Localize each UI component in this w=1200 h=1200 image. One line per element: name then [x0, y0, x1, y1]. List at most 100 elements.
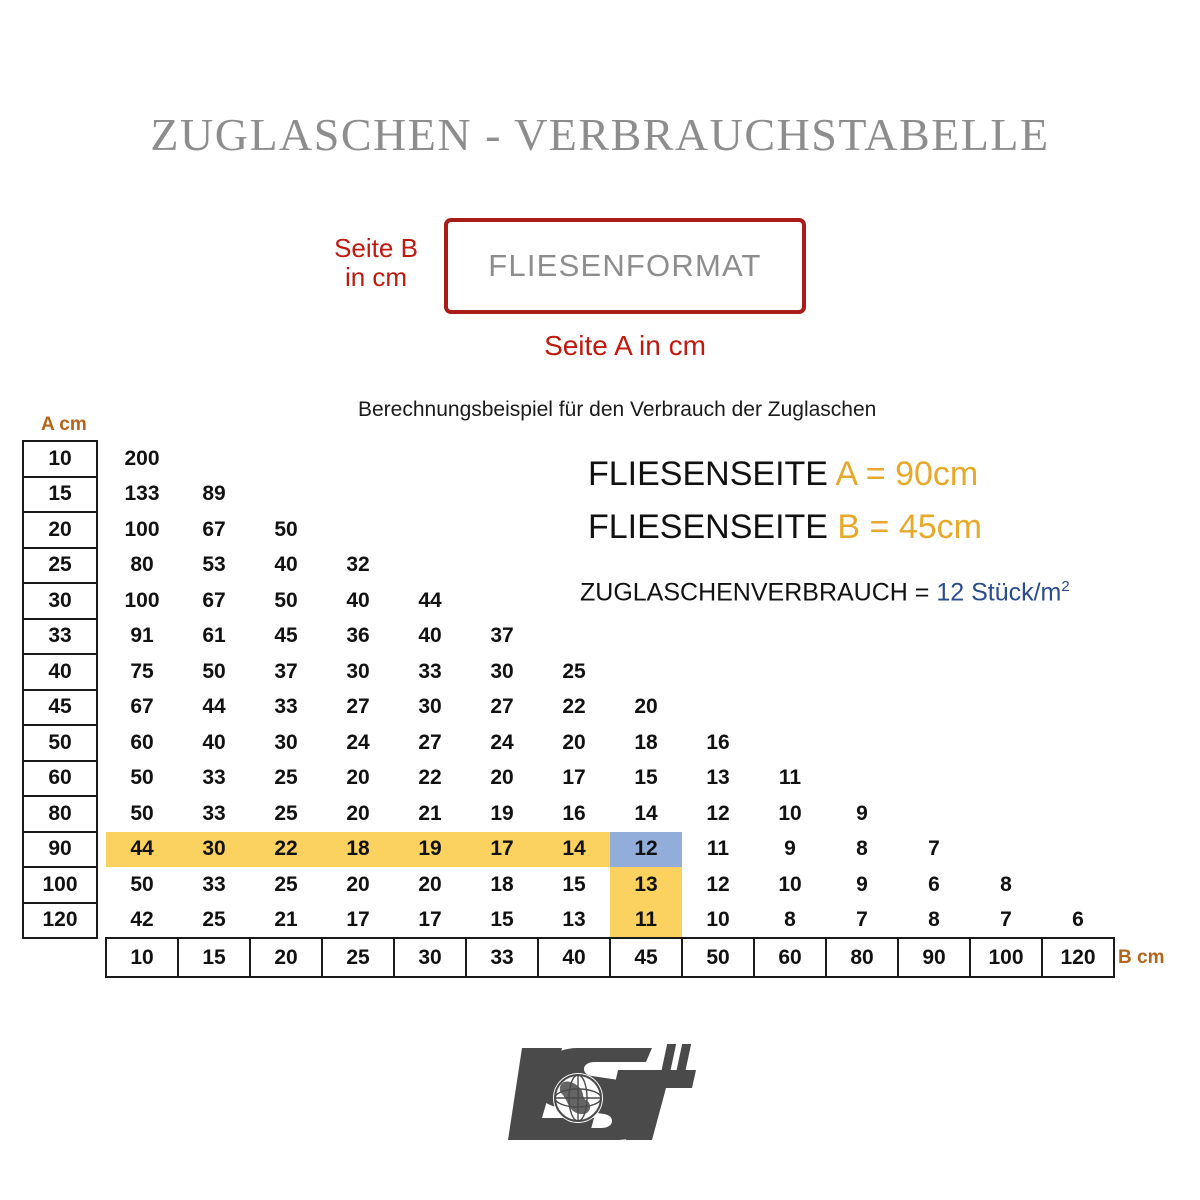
- table-cell: 30: [418, 695, 442, 719]
- table-cell: [610, 441, 682, 477]
- table-cell: 30: [274, 730, 298, 754]
- table-cell: 75: [130, 659, 154, 683]
- table-cell: [970, 441, 1042, 477]
- table-cell: [1042, 477, 1114, 513]
- table-cell: 8: [1000, 872, 1012, 896]
- table-row: 45 67 44 33 27 30 27 22 20: [22, 688, 1114, 726]
- table-cell: [754, 690, 826, 726]
- table-cell: 13: [562, 907, 586, 931]
- row-header-cell: 60: [22, 759, 98, 797]
- column-header-cell: 25: [321, 937, 395, 978]
- table-cell: [898, 477, 970, 513]
- table-row: 15 133 89: [22, 475, 1114, 513]
- table-cell: [394, 441, 466, 477]
- table-cell: 32: [346, 553, 370, 577]
- table-cell: 37: [274, 659, 298, 683]
- row-header-cell: 25: [22, 546, 98, 584]
- table-row: 60 50 33 25 20 22 20 17 15 13 11: [22, 759, 1114, 797]
- table-row: 40 75 50 37 30 33 30 25: [22, 653, 1114, 691]
- table-cell: 27: [346, 695, 370, 719]
- table-cell: [466, 441, 538, 477]
- table-cell: 15: [490, 907, 514, 931]
- table-cell: 42: [130, 907, 154, 931]
- row-header-cell: 20: [22, 511, 98, 549]
- row-gap: [97, 903, 106, 939]
- table-cell: 67: [202, 517, 226, 541]
- table-cell: 200: [124, 446, 160, 470]
- table-row: 90 44 30 22 18 19 17 14 12 11 9 8 7: [22, 830, 1114, 868]
- column-header-cell: 15: [177, 937, 251, 978]
- table-cell: [970, 690, 1042, 726]
- table-cell: 30: [346, 659, 370, 683]
- table-cell: 11: [610, 902, 682, 938]
- row-gap: [97, 832, 106, 868]
- table-cell: [322, 512, 394, 548]
- table-cell: 27: [418, 730, 442, 754]
- table-cell: [826, 690, 898, 726]
- table-cell: 80: [130, 553, 154, 577]
- row-gap: [97, 690, 106, 726]
- column-header-cell: 45: [609, 937, 683, 978]
- example-side-a: FLIESENSEITE A = 90cm: [588, 455, 978, 494]
- row-header-cell: 45: [22, 688, 98, 726]
- table-cell: 50: [130, 872, 154, 896]
- table-cell: 50: [274, 517, 298, 541]
- table-cell: [682, 548, 754, 584]
- table-cell: 9: [784, 837, 796, 861]
- table-cell: [682, 512, 754, 548]
- consumption-table-wrapper: 10 200 15 133 89 20 100 67 50 25 80 53 40 32 30 100 67 50…: [22, 440, 1115, 978]
- table-cell: 44: [106, 831, 178, 867]
- table-cell: 11: [778, 766, 802, 790]
- table-cell: 10: [778, 872, 802, 896]
- row-gap: [97, 583, 106, 619]
- table-cell: 12: [706, 801, 730, 825]
- tile-format-label: FLIESENFORMAT: [488, 248, 762, 283]
- table-cell: 20: [346, 872, 370, 896]
- table-cell: [250, 477, 322, 513]
- table-cell: [1042, 441, 1114, 477]
- table-cell: 22: [562, 695, 586, 719]
- row-gap: [97, 761, 106, 797]
- table-cell: 17: [562, 766, 586, 790]
- table-cell: [898, 690, 970, 726]
- row-gap: [97, 725, 106, 761]
- table-row: 10 200: [22, 440, 1114, 478]
- table-cell: [970, 512, 1042, 548]
- table-cell: [826, 512, 898, 548]
- table-cell: 18: [490, 872, 514, 896]
- row-header-cell: 120: [22, 901, 98, 939]
- table-cell: [826, 654, 898, 690]
- table-cell: [898, 548, 970, 584]
- table-cell: 61: [202, 624, 226, 648]
- example-consumption-exponent: 2: [1061, 578, 1070, 595]
- table-cell: 25: [274, 766, 298, 790]
- table-cell: [970, 725, 1042, 761]
- table-cell: 21: [274, 907, 298, 931]
- table-cell: [178, 441, 250, 477]
- table-cell: [322, 441, 394, 477]
- table-cell: [610, 548, 682, 584]
- row-gap: [97, 441, 106, 477]
- table-cell: 44: [418, 588, 442, 612]
- table-cell: [754, 619, 826, 655]
- table-cell: [610, 619, 682, 655]
- table-cell: 8: [856, 837, 868, 861]
- table-cell: 13: [610, 867, 682, 903]
- table-row: 120 42 25 21 17 17 15 13 11 10 8 7 8 7 6: [22, 901, 1114, 939]
- table-cell: [1042, 761, 1114, 797]
- table-cell: [322, 477, 394, 513]
- table-cell: 17: [466, 831, 538, 867]
- table-cell: 24: [346, 730, 370, 754]
- side-b-axis-label: Seite B in cm: [318, 233, 434, 292]
- table-cell: [970, 796, 1042, 832]
- table-cell: 6: [1072, 907, 1084, 931]
- column-header-row: 10 15 20 25 30 33 40 45 50 60 80 90 100 120: [23, 937, 1115, 978]
- column-header-cell: 60: [753, 937, 827, 978]
- table-cell: [538, 583, 610, 619]
- table-cell: [754, 725, 826, 761]
- table-cell: 50: [274, 588, 298, 612]
- table-cell: [754, 512, 826, 548]
- row-header-cell: 15: [22, 475, 98, 513]
- table-cell: 25: [274, 872, 298, 896]
- table-cell: 17: [346, 907, 370, 931]
